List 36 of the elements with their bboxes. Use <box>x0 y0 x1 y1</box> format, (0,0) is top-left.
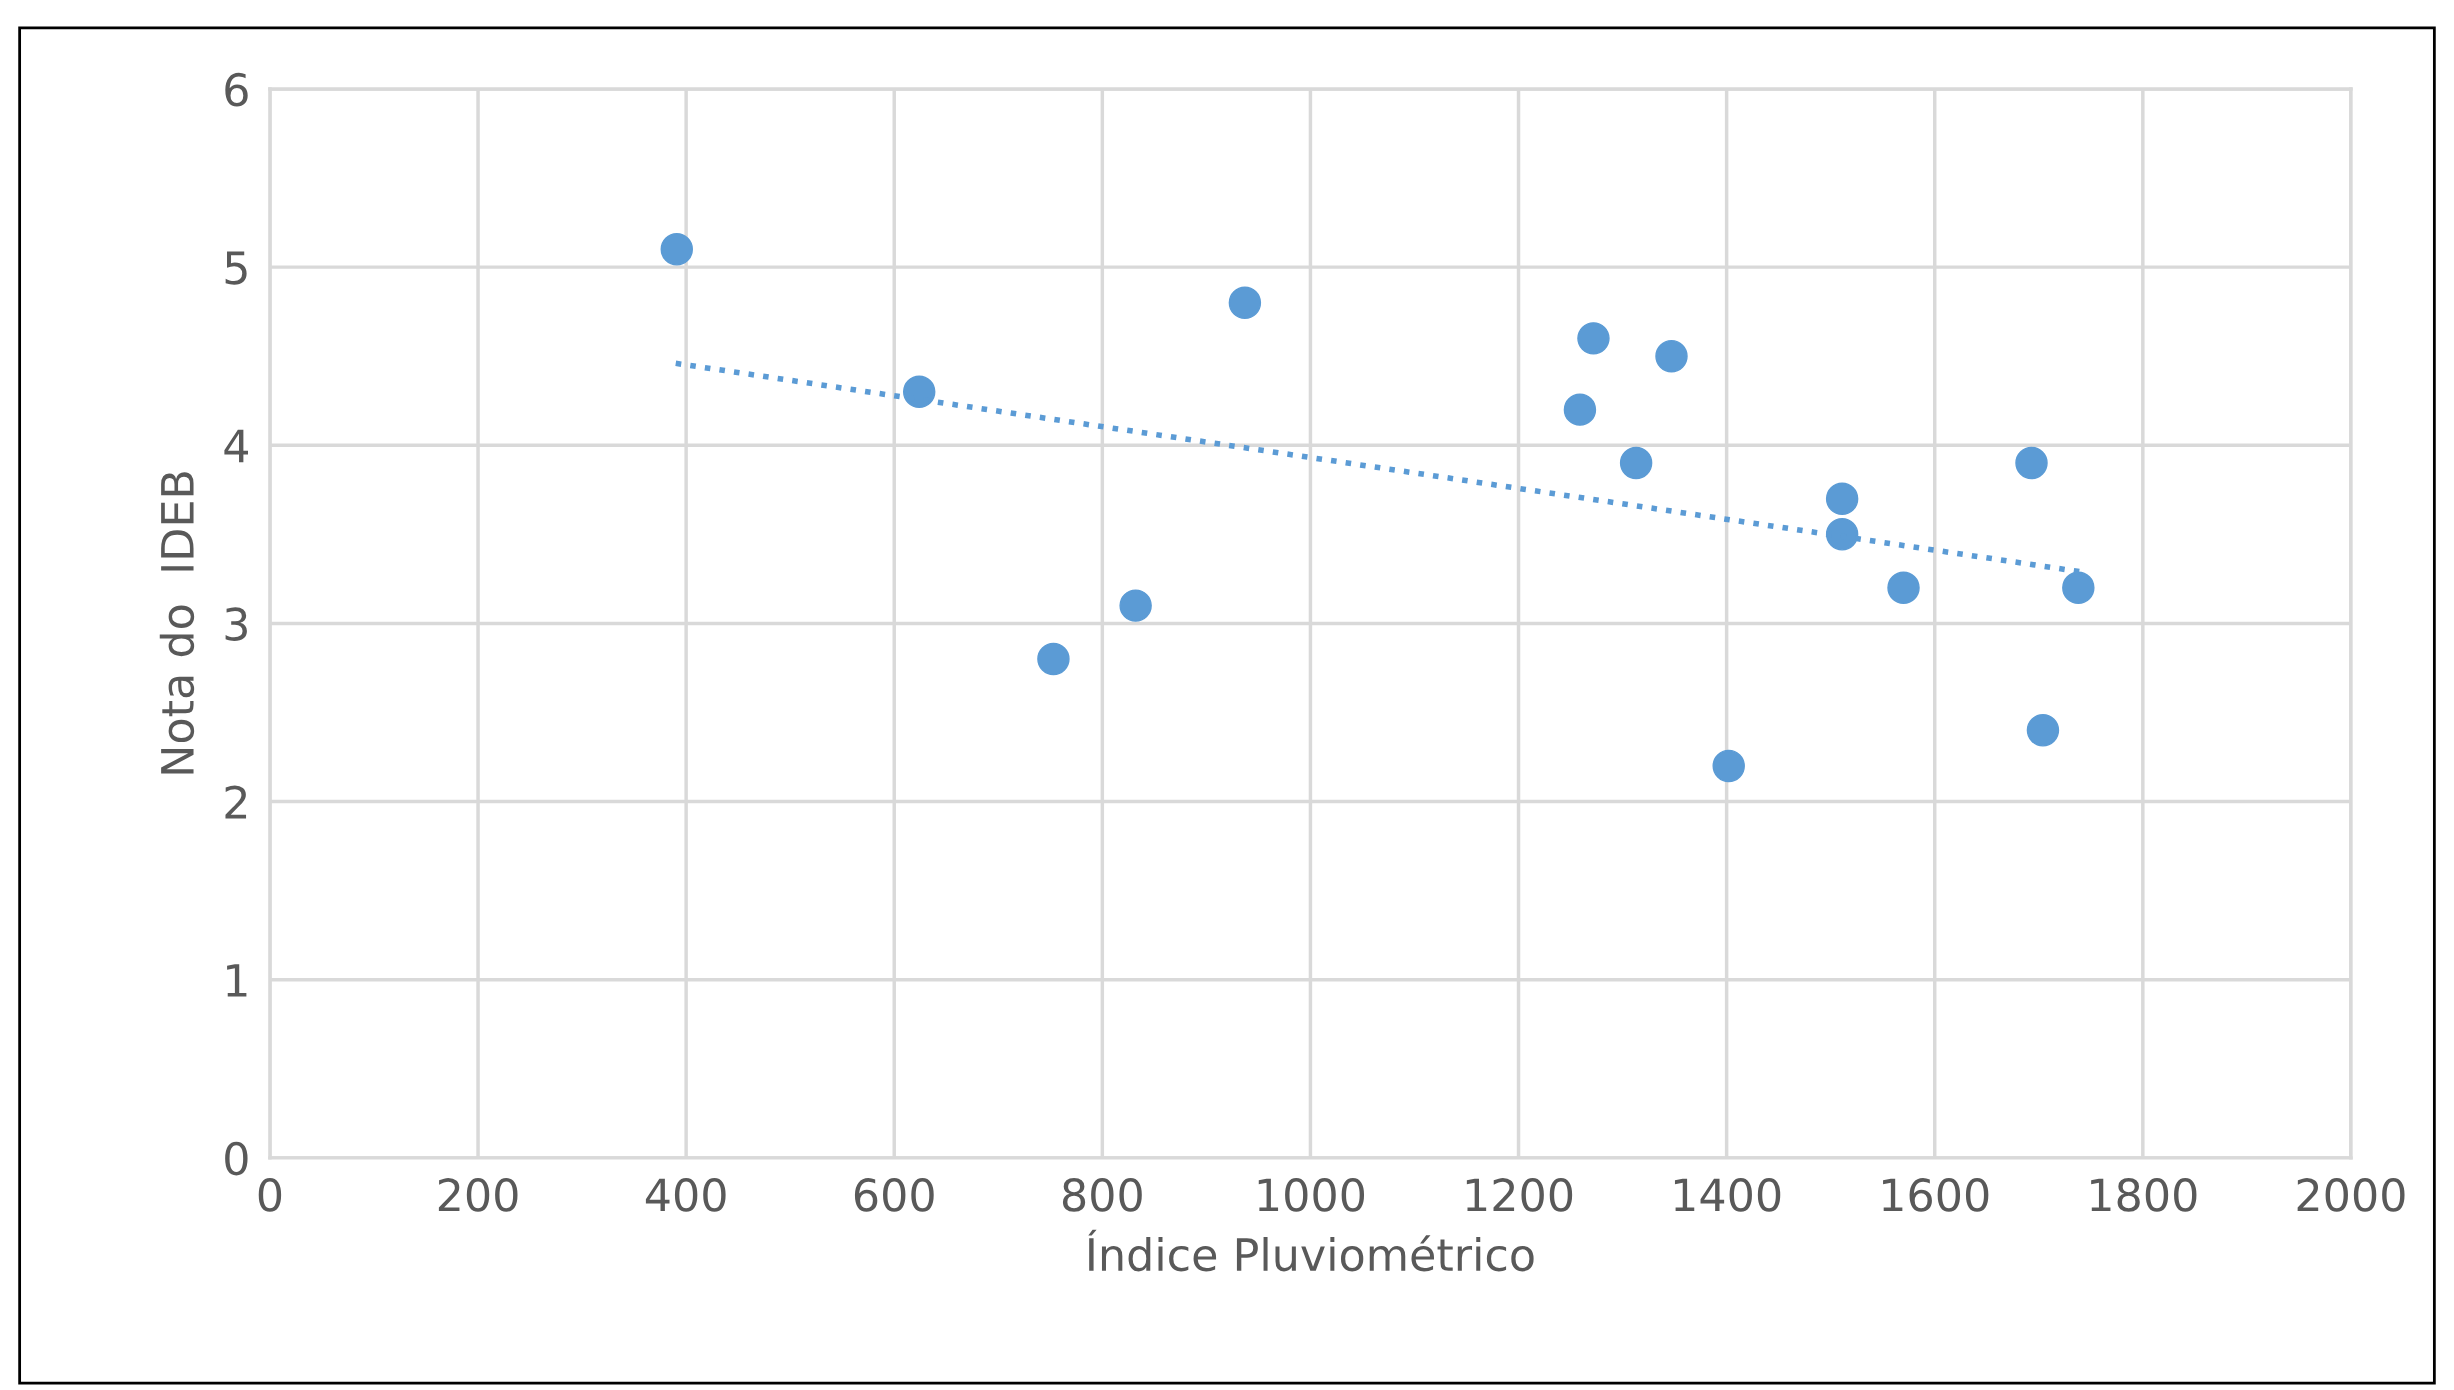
point <box>1228 286 1262 319</box>
x-tick-label: 1400 <box>1674 1178 1781 1212</box>
point <box>1619 446 1653 480</box>
point <box>1119 589 1152 622</box>
point <box>1655 339 1688 373</box>
point <box>902 375 936 409</box>
point <box>2062 571 2095 605</box>
x-tick-label: 2000 <box>2297 1178 2405 1212</box>
y-tick-label: 4 <box>224 429 248 463</box>
point <box>1563 393 1597 426</box>
point <box>660 233 693 266</box>
point <box>1825 518 1859 551</box>
y-axis-title: Nota do IDEB <box>159 472 195 774</box>
x-tick-label: 200 <box>438 1178 518 1212</box>
x-tick-label: 1800 <box>2091 1178 2197 1212</box>
point <box>2015 446 2048 480</box>
x-axis-title: Índice Pluviométrico <box>1088 1229 1534 1272</box>
point <box>2026 714 2060 747</box>
x-tick-label: 400 <box>645 1178 726 1212</box>
y-tick-label: 3 <box>225 607 247 641</box>
point <box>1712 749 1745 783</box>
point <box>1577 322 1610 355</box>
y-tick-label: 0 <box>225 1141 248 1176</box>
x-tick-label: 1000 <box>1258 1178 1365 1212</box>
point <box>1825 482 1859 515</box>
y-tick-label: 2 <box>225 785 247 819</box>
point <box>1037 642 1070 676</box>
x-tick-label: 600 <box>854 1178 934 1212</box>
x-tick-label: 1600 <box>1883 1178 1989 1212</box>
y-tick-label: 1 <box>227 964 247 997</box>
x-tick-label: 800 <box>1062 1178 1142 1212</box>
x-tick-label: 1200 <box>1466 1178 1573 1212</box>
y-tick-label: 5 <box>225 251 247 285</box>
x-tick-label: 0 <box>258 1178 282 1212</box>
point <box>1887 571 1920 605</box>
y-tick-label: 6 <box>225 72 248 107</box>
